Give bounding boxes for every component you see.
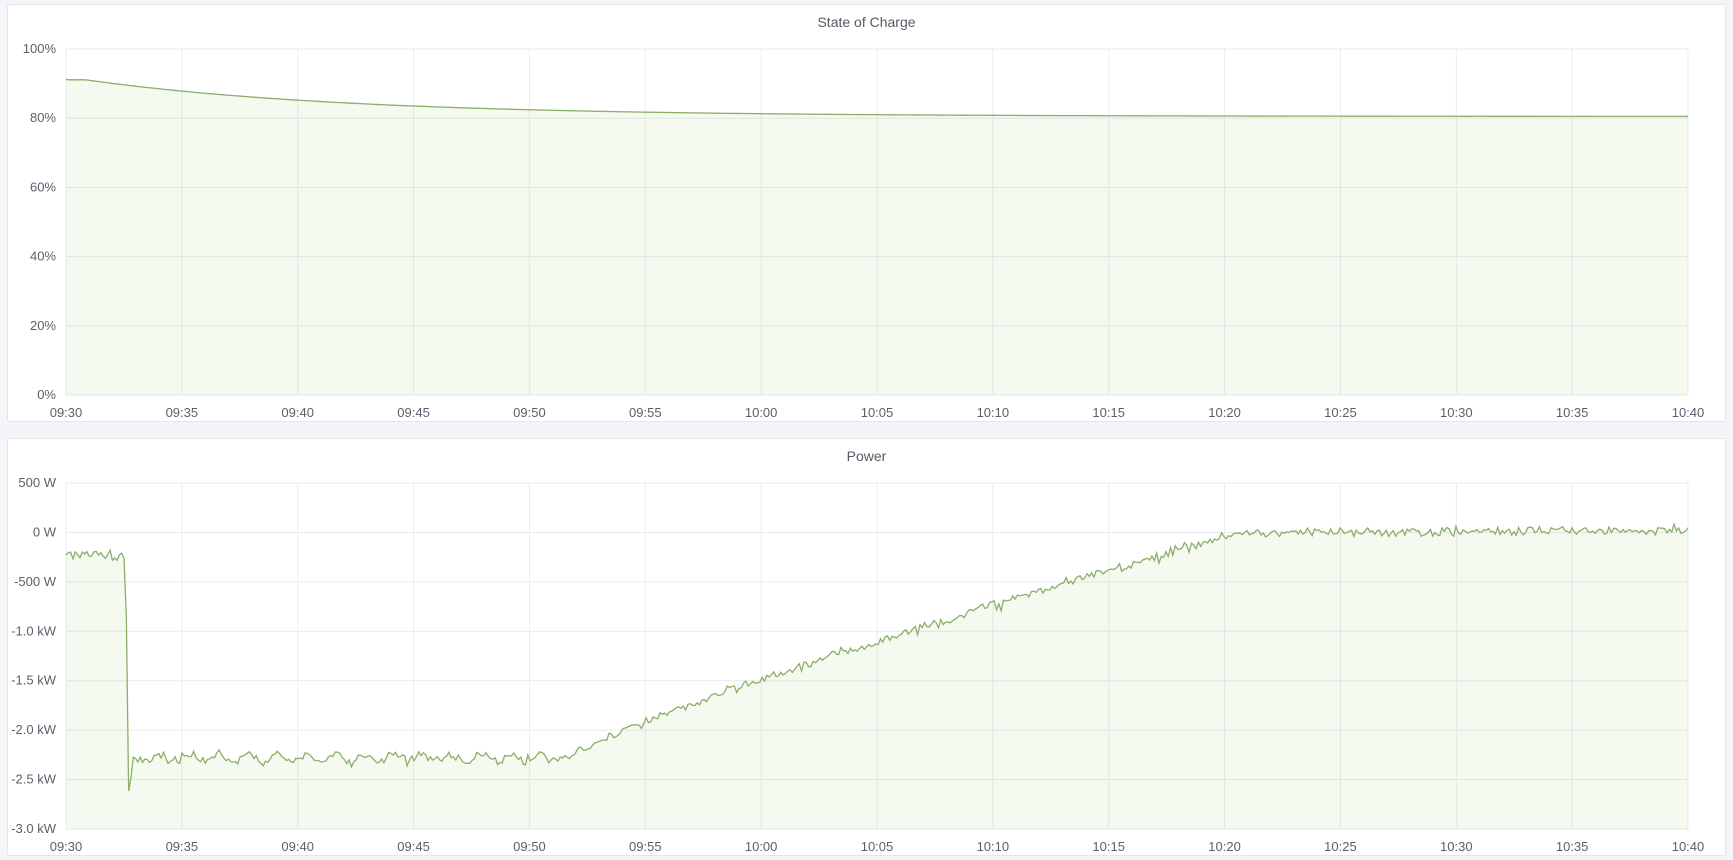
svg-text:10:40: 10:40 xyxy=(1672,839,1705,854)
svg-text:09:30: 09:30 xyxy=(50,839,83,854)
svg-text:-3.0 kW: -3.0 kW xyxy=(11,821,57,836)
svg-text:09:55: 09:55 xyxy=(629,405,662,420)
svg-text:10:10: 10:10 xyxy=(977,839,1010,854)
svg-text:10:05: 10:05 xyxy=(861,405,894,420)
svg-text:60%: 60% xyxy=(30,179,56,194)
svg-text:10:20: 10:20 xyxy=(1208,405,1241,420)
svg-text:09:50: 09:50 xyxy=(513,405,546,420)
svg-text:100%: 100% xyxy=(23,41,57,56)
svg-text:-1.0 kW: -1.0 kW xyxy=(11,623,57,638)
svg-text:09:40: 09:40 xyxy=(281,839,314,854)
svg-text:09:40: 09:40 xyxy=(281,405,314,420)
svg-text:80%: 80% xyxy=(30,110,56,125)
svg-text:10:10: 10:10 xyxy=(977,405,1010,420)
svg-text:500 W: 500 W xyxy=(18,475,56,490)
svg-text:10:30: 10:30 xyxy=(1440,405,1473,420)
svg-text:09:35: 09:35 xyxy=(166,405,199,420)
svg-text:10:25: 10:25 xyxy=(1324,405,1357,420)
svg-text:10:15: 10:15 xyxy=(1092,839,1125,854)
svg-text:09:30: 09:30 xyxy=(50,405,83,420)
svg-text:10:40: 10:40 xyxy=(1672,405,1705,420)
svg-text:-2.5 kW: -2.5 kW xyxy=(11,772,57,787)
svg-text:10:15: 10:15 xyxy=(1092,405,1125,420)
svg-text:0 W: 0 W xyxy=(33,524,57,539)
svg-text:-500 W: -500 W xyxy=(14,574,57,589)
svg-text:09:55: 09:55 xyxy=(629,839,662,854)
svg-text:10:00: 10:00 xyxy=(745,405,778,420)
svg-text:20%: 20% xyxy=(30,318,56,333)
svg-text:10:20: 10:20 xyxy=(1208,839,1241,854)
svg-text:09:45: 09:45 xyxy=(397,405,430,420)
svg-text:10:30: 10:30 xyxy=(1440,839,1473,854)
svg-text:09:45: 09:45 xyxy=(397,839,430,854)
svg-text:-2.0 kW: -2.0 kW xyxy=(11,722,57,737)
svg-text:10:35: 10:35 xyxy=(1556,839,1589,854)
svg-text:09:35: 09:35 xyxy=(166,839,199,854)
svg-text:-1.5 kW: -1.5 kW xyxy=(11,673,57,688)
svg-text:0%: 0% xyxy=(37,387,56,402)
svg-text:40%: 40% xyxy=(30,249,56,264)
svg-text:10:35: 10:35 xyxy=(1556,405,1589,420)
svg-text:10:05: 10:05 xyxy=(861,839,894,854)
svg-text:10:25: 10:25 xyxy=(1324,839,1357,854)
svg-text:10:00: 10:00 xyxy=(745,839,778,854)
svg-text:09:50: 09:50 xyxy=(513,839,546,854)
